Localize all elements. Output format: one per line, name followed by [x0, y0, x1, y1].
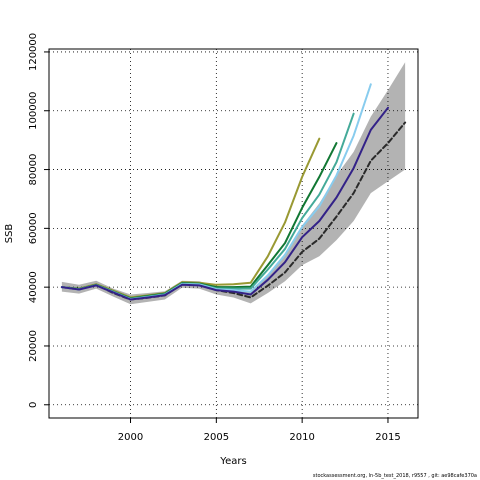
x-tick-label: 2010 [289, 432, 314, 443]
y-axis-label: SSB [4, 224, 15, 244]
x-tick-label: 2005 [204, 432, 229, 443]
y-tick-label: 80000 [28, 154, 39, 186]
x-axis-label: Years [219, 456, 246, 467]
x-tick-label: 2000 [118, 432, 143, 443]
footnote: stockassessment.org, ln-5b_test_2018, r9… [312, 473, 477, 479]
confidence-band-layer [61, 62, 406, 305]
axis-layer: 2000 2005 2010 2015 0 20000 40000 60000 80000 100… [28, 33, 401, 443]
y-tick-label: 0 [28, 402, 39, 408]
y-tick-label: 20000 [28, 330, 39, 362]
y-tick-label: 40000 [28, 271, 39, 303]
plot-frame [48, 48, 419, 419]
y-tick-label: 60000 [28, 212, 39, 244]
x-tick-label: 2015 [375, 432, 400, 443]
confidence-band [61, 62, 406, 305]
series-line-6 [60, 106, 389, 301]
y-tick-label: 120000 [28, 33, 39, 71]
series-layer [60, 83, 407, 301]
y-tick-label: 100000 [28, 92, 39, 130]
